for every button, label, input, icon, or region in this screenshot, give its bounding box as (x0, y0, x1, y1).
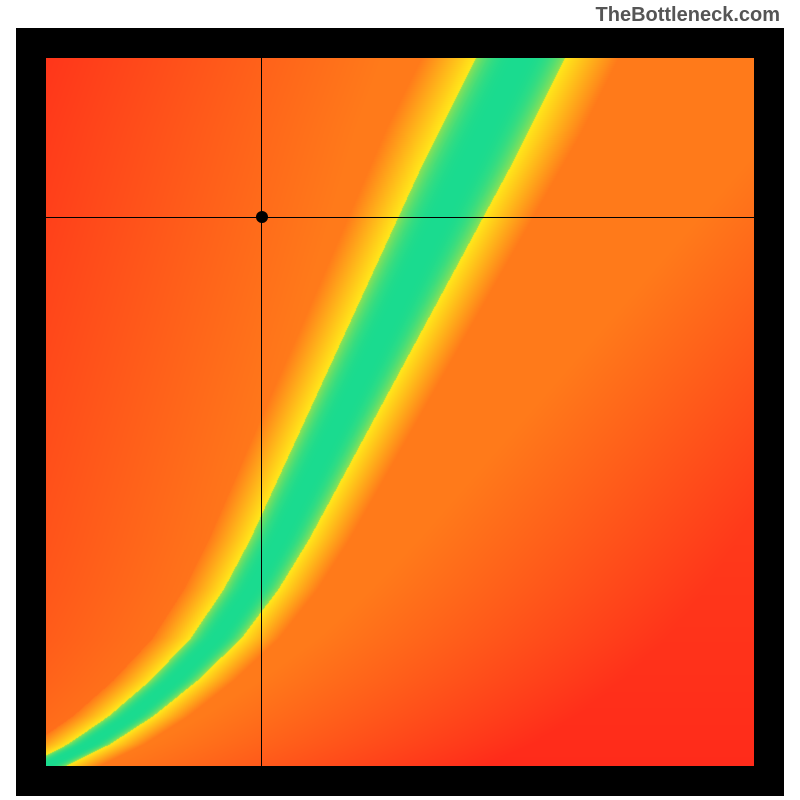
heatmap-canvas (46, 58, 754, 766)
crosshair-horizontal (46, 217, 754, 218)
crosshair-vertical (261, 58, 262, 766)
crosshair-marker (256, 211, 268, 223)
watermark-text: TheBottleneck.com (596, 4, 780, 27)
plot-area (46, 58, 754, 766)
figure-container: TheBottleneck.com (0, 0, 800, 800)
